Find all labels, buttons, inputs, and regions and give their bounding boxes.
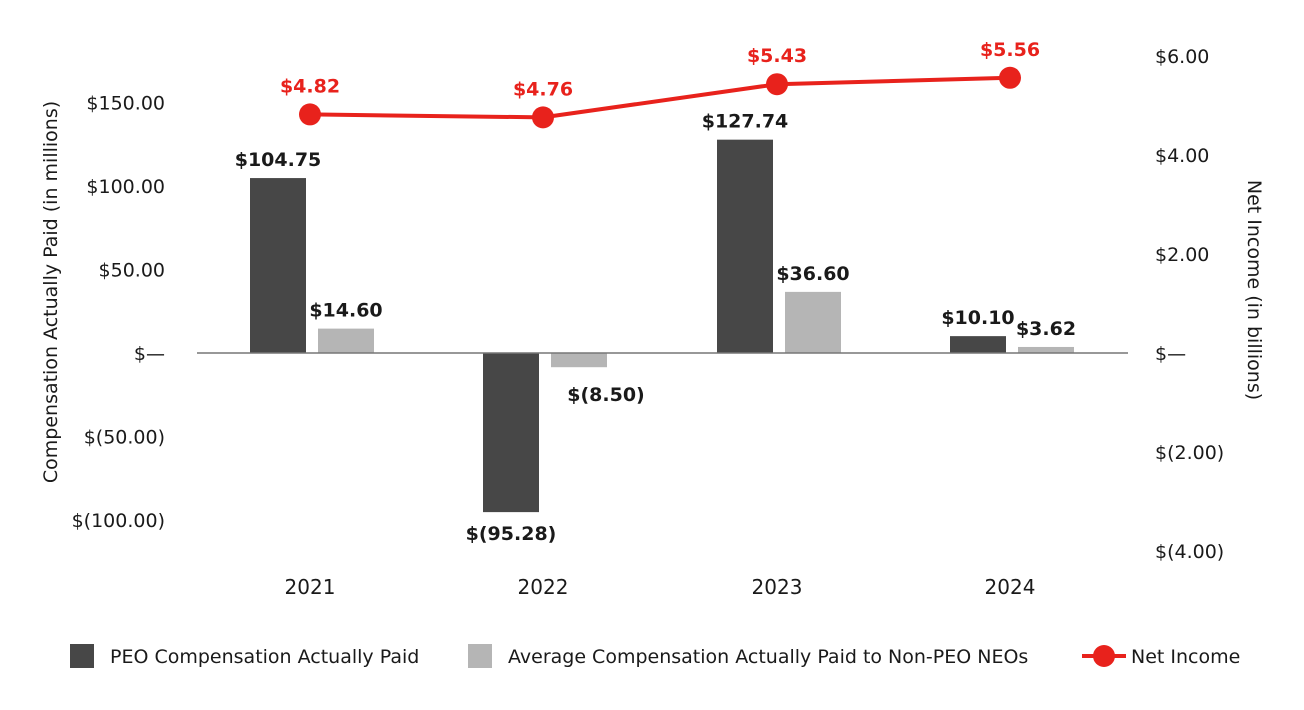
legend-label-net-income: Net Income: [1131, 646, 1240, 668]
net-income-line: [309, 75, 1011, 120]
right-tick-label: $6.00: [1155, 46, 1209, 68]
left-tick-label: $50.00: [99, 260, 165, 282]
bar: [250, 178, 306, 353]
bar-value-label: $10.10: [941, 307, 1014, 329]
bar: [551, 353, 607, 368]
bar-value-label: $14.60: [309, 300, 382, 322]
left-tick-label: $(50.00): [84, 427, 165, 449]
category-label: 2021: [285, 575, 336, 599]
bar: [483, 353, 539, 513]
net-income-value-label: $4.76: [513, 78, 573, 100]
right-axis-ticks: $6.00 $4.00 $2.00 $— $(2.00) $(4.00): [1155, 46, 1224, 563]
bar-value-label: $(95.28): [466, 523, 557, 545]
bar-value-label: $36.60: [776, 263, 849, 285]
left-tick-label: $100.00: [86, 176, 165, 198]
net-income-value-label: $5.56: [980, 39, 1040, 61]
bar-value-label: $104.75: [235, 149, 322, 171]
category-label: 2024: [985, 575, 1036, 599]
bar: [950, 336, 1006, 353]
right-tick-label: $—: [1155, 343, 1186, 365]
category-label: 2023: [752, 575, 803, 599]
net-income-value-label: $5.43: [747, 45, 807, 67]
left-tick-label: $(100.00): [72, 510, 165, 532]
legend-swatch-non-peo: [468, 644, 492, 668]
net-income-point: [532, 106, 554, 129]
bar-value-label: $127.74: [702, 111, 789, 133]
right-tick-label: $4.00: [1155, 145, 1209, 167]
legend-swatch-peo: [70, 644, 94, 668]
legend: PEO Compensation Actually Paid Average Co…: [70, 644, 1240, 668]
right-tick-label: $(2.00): [1155, 442, 1224, 464]
left-tick-label: $—: [134, 343, 165, 365]
legend-marker-net-income: [1093, 645, 1115, 667]
bar: [717, 139, 773, 353]
category-labels: 2021 2022 2023 2024: [285, 575, 1036, 599]
right-tick-label: $2.00: [1155, 244, 1209, 266]
bar: [318, 328, 374, 353]
legend-label-non-peo: Average Compensation Actually Paid to No…: [508, 646, 1028, 668]
net-income-point: [766, 73, 788, 96]
net-income-point: [299, 103, 321, 126]
right-axis-title: Net Income (in billions): [1243, 180, 1265, 400]
left-tick-label: $150.00: [86, 93, 165, 115]
bar: [785, 291, 841, 353]
left-axis-title: Compensation Actually Paid (in millions): [40, 101, 62, 483]
legend-label-peo: PEO Compensation Actually Paid: [110, 646, 419, 668]
bar-value-label: $(8.50): [567, 384, 644, 406]
left-axis-ticks: $150.00 $100.00 $50.00 $— $(50.00) $(100.00): [72, 93, 165, 533]
right-tick-label: $(4.00): [1155, 541, 1224, 563]
category-label: 2022: [518, 575, 569, 599]
net-income-value-label: $4.82: [280, 75, 340, 97]
bar: [1018, 346, 1074, 353]
net-income-point: [999, 66, 1021, 89]
net-income-line-group: $4.82 $4.76 $5.43 $5.56: [280, 39, 1040, 129]
bar-value-label: $3.62: [1016, 318, 1076, 340]
bars-group: $104.75 $(95.28) $127.74 $10.10 $14.60 $(8.50…: [235, 111, 1076, 545]
